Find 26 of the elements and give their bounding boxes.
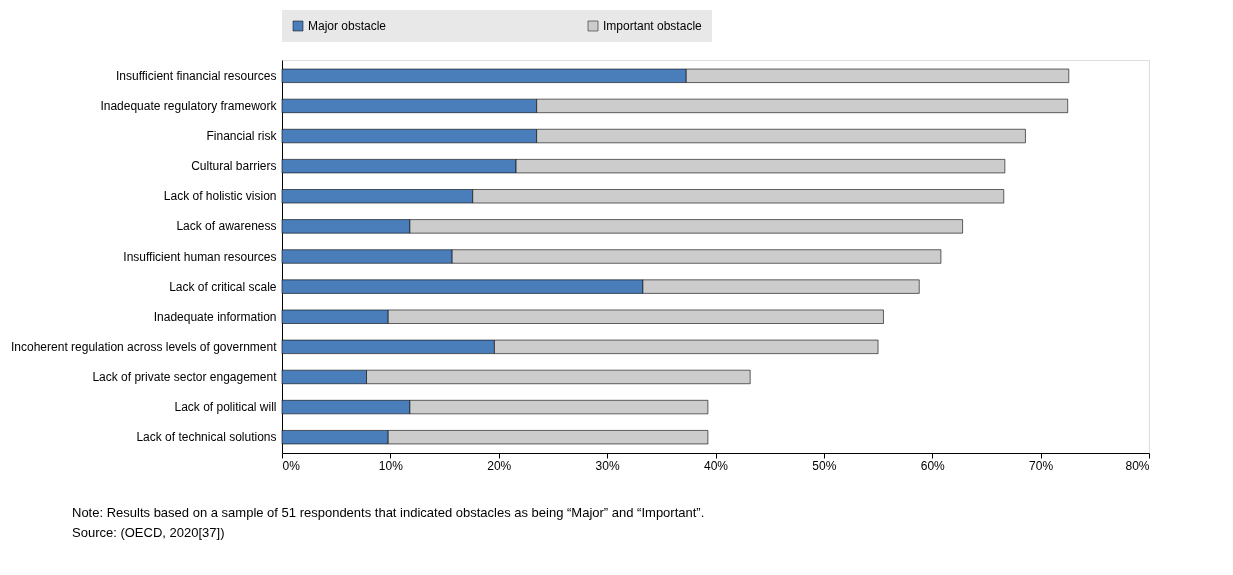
x-tick-label: 50% <box>812 458 837 473</box>
y-tick-label: Lack of awareness <box>176 219 277 234</box>
y-tick-label: Inadequate regulatory framework <box>100 98 278 113</box>
y-tick-label: Lack of critical scale <box>169 279 277 294</box>
x-tick-label: 60% <box>920 458 946 473</box>
text: Note: Results based on a sample of 51 respondents that indicated obstacles as being “Major” and “Important”. <box>72 505 705 520</box>
x-tick-label: 80% <box>1125 458 1150 473</box>
x-tick-label: 10% <box>378 458 404 473</box>
y-tick-label: Lack of private sector engagement <box>92 369 278 384</box>
x-tick-label: 40% <box>703 458 729 473</box>
legend-label: Important obstacle <box>603 19 703 33</box>
y-tick-label: Lack of holistic vision <box>163 189 277 204</box>
y-tick-label: Insufficient financial resources <box>115 68 277 83</box>
x-tick-label: 0% <box>282 458 301 473</box>
x-tick-label: 70% <box>1029 458 1054 473</box>
y-tick-label: Incoherent regulation across levels of government <box>11 339 278 354</box>
y-tick-label: Cultural barriers <box>191 159 277 174</box>
y-tick-label: Insufficient human resources <box>123 249 277 264</box>
y-tick-label: Lack of technical solutions <box>136 430 277 445</box>
x-tick-label: 20% <box>487 458 512 473</box>
source-note: Source: (OECD, 2020[37]) <box>72 525 225 540</box>
y-tick-label: Financial risk <box>206 129 278 144</box>
y-tick-label: Lack of political will <box>174 400 277 415</box>
legend-label: Major obstacle <box>308 19 387 33</box>
x-tick-label: 30% <box>595 458 620 473</box>
y-tick-label: Inadequate information <box>153 309 277 324</box>
